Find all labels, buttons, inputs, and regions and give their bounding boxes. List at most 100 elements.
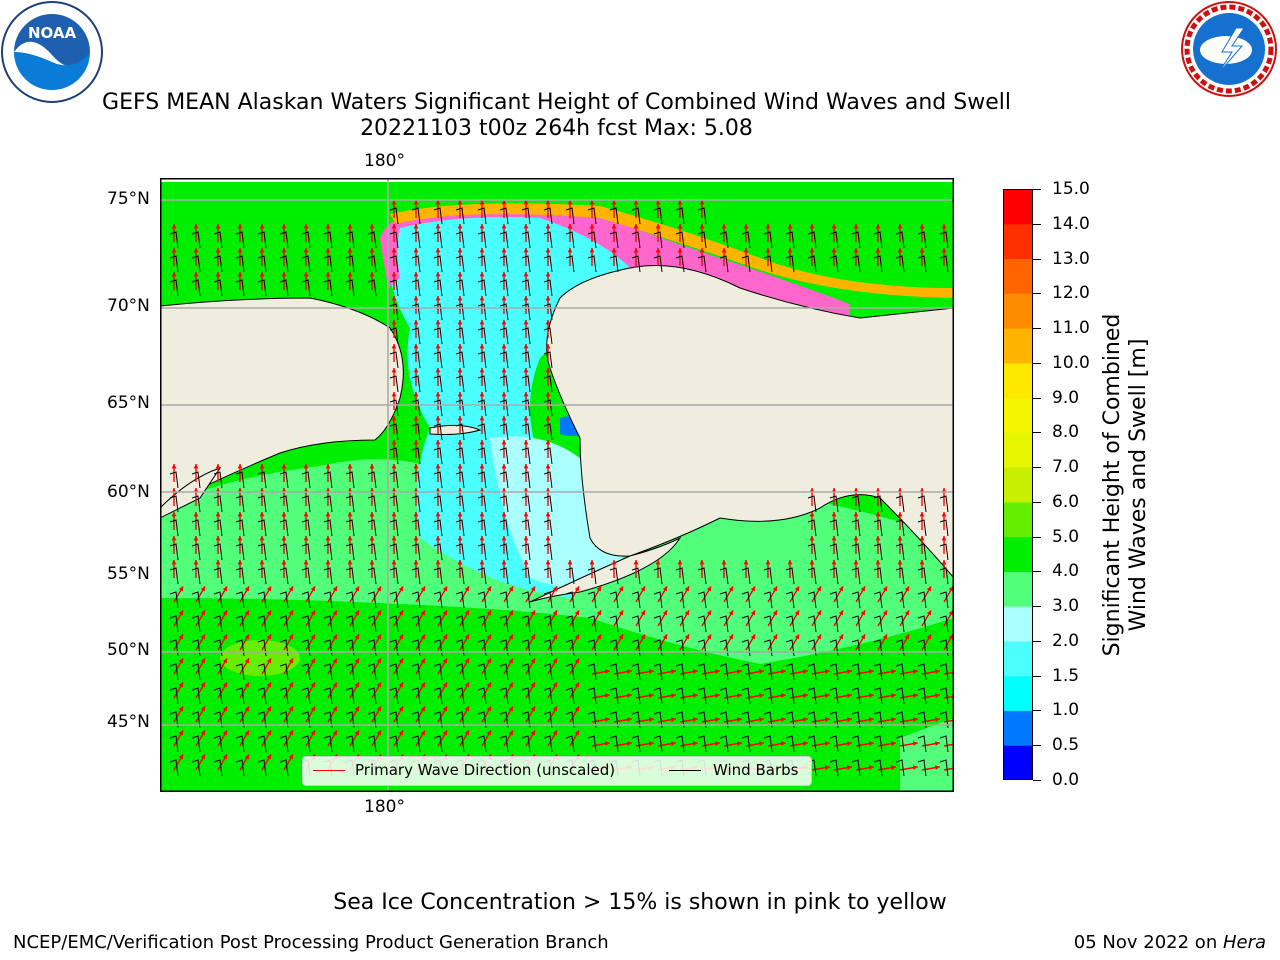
- wind-barb: [257, 615, 267, 633]
- wind-barb: [719, 687, 729, 705]
- wind-barb: [191, 543, 201, 561]
- wave-direction-arrowhead: [699, 560, 705, 565]
- wave-direction-arrowhead: [574, 586, 579, 592]
- wind-barb: [917, 711, 927, 729]
- wave-direction-arrowhead: [347, 272, 353, 277]
- wave-direction-arrowhead: [530, 634, 535, 640]
- wave-direction-arrowhead: [750, 586, 755, 592]
- wind-barb: [411, 711, 421, 729]
- wind-barb: [389, 423, 399, 441]
- wind-barb: [653, 663, 663, 681]
- wind-barb: [873, 639, 883, 657]
- wave-direction-arrowhead: [325, 272, 331, 277]
- wind-barb: [345, 471, 355, 489]
- wind-barb: [191, 735, 201, 753]
- wave-direction-arrowhead: [391, 224, 397, 229]
- wind-barb: [279, 567, 289, 585]
- wave-direction-arrowhead: [919, 512, 925, 517]
- colorbar-bin: [1003, 397, 1033, 433]
- colorbar-bin: [1003, 258, 1033, 294]
- wind-barb: [411, 687, 421, 705]
- colorbar-label: Significant Height of Combined Wind Wave…: [1100, 185, 1160, 785]
- wave-height-map: [159, 178, 962, 792]
- wind-barb: [345, 687, 355, 705]
- wave-direction-arrowhead: [736, 669, 742, 674]
- wave-direction-arrowhead: [288, 754, 293, 760]
- wave-direction-arrowhead: [303, 272, 309, 277]
- wave-direction-arrowhead: [897, 224, 903, 229]
- wave-direction-arrowhead: [508, 658, 513, 664]
- wave-direction-arrowhead: [193, 560, 199, 565]
- wave-direction-arrowhead: [435, 392, 441, 397]
- wave-direction-arrowhead: [479, 440, 485, 445]
- wave-direction-arrowhead: [457, 320, 463, 325]
- wind-barb: [829, 543, 839, 561]
- wind-barb: [829, 735, 839, 753]
- wind-barb: [829, 231, 839, 249]
- lon-label-top: 180°: [364, 151, 405, 171]
- wave-direction-arrowhead: [310, 682, 315, 688]
- wind-barb: [301, 639, 311, 657]
- wind-barb: [631, 735, 641, 753]
- wind-barb: [763, 663, 773, 681]
- wind-barb: [213, 231, 223, 249]
- wind-barb: [807, 231, 817, 249]
- wave-direction-arrowhead: [288, 586, 293, 592]
- wave-direction-arrowhead: [545, 464, 551, 469]
- wind-barb: [851, 735, 861, 753]
- wave-direction-arrowhead: [178, 586, 183, 592]
- wind-barb: [279, 471, 289, 489]
- wind-barb: [433, 351, 443, 369]
- colorbar-tick-mark: [1033, 397, 1041, 399]
- wave-direction-arrowhead: [376, 658, 381, 664]
- wave-direction-arrowhead: [354, 586, 359, 592]
- wave-direction-arrowhead: [266, 682, 271, 688]
- wind-barb: [939, 231, 949, 249]
- wave-direction-arrowhead: [728, 586, 733, 592]
- wind-barb: [411, 543, 421, 561]
- wave-direction-arrowhead: [545, 224, 551, 229]
- wind-barb: [499, 615, 509, 633]
- wave-direction-arrowhead: [457, 464, 463, 469]
- wave-direction-arrowhead: [802, 717, 808, 722]
- wind-barb: [433, 327, 443, 345]
- wind-barb: [873, 615, 883, 633]
- wind-barb: [565, 255, 575, 273]
- wind-barb: [675, 567, 685, 585]
- wave-direction-arrowhead: [354, 658, 359, 664]
- wave-direction-arrowhead: [648, 717, 654, 722]
- wind-barb: [367, 615, 377, 633]
- wind-barb: [785, 591, 795, 609]
- wind-barb: [609, 231, 619, 249]
- wave-direction-arrowhead: [237, 272, 243, 277]
- wave-direction-arrowhead: [501, 224, 507, 229]
- wave-direction-arrowhead: [882, 610, 887, 616]
- wind-barb: [323, 567, 333, 585]
- wave-direction-arrowhead: [772, 586, 777, 592]
- wind-barb: [367, 255, 377, 273]
- wave-direction-arrowhead: [604, 717, 610, 722]
- wave-direction-arrowhead: [413, 536, 419, 541]
- wind-barb: [631, 207, 641, 225]
- wave-direction-arrowhead: [824, 669, 830, 674]
- wind-barb: [543, 447, 553, 465]
- wind-barb: [389, 519, 399, 537]
- wave-direction-arrowhead: [266, 706, 271, 712]
- wave-direction-arrowhead: [259, 464, 265, 469]
- wave-direction-arrowhead: [772, 610, 777, 616]
- wave-direction-arrowhead: [926, 610, 931, 616]
- wave-direction-arrowhead: [281, 248, 287, 253]
- wave-direction-arrowhead: [281, 512, 287, 517]
- wave-direction-arrowhead: [501, 536, 507, 541]
- wave-direction-arrowhead: [831, 248, 837, 253]
- wave-direction-arrowhead: [699, 200, 705, 205]
- wave-direction-arrowhead: [890, 669, 896, 674]
- wind-barb: [389, 231, 399, 249]
- wave-direction-arrowhead: [332, 610, 337, 616]
- wind-barb: [411, 327, 421, 345]
- wind-barb: [301, 279, 311, 297]
- wave-direction-arrowhead: [758, 717, 764, 722]
- wind-barb: [499, 663, 509, 681]
- wave-direction-arrowhead: [633, 560, 639, 565]
- wind-barb: [741, 687, 751, 705]
